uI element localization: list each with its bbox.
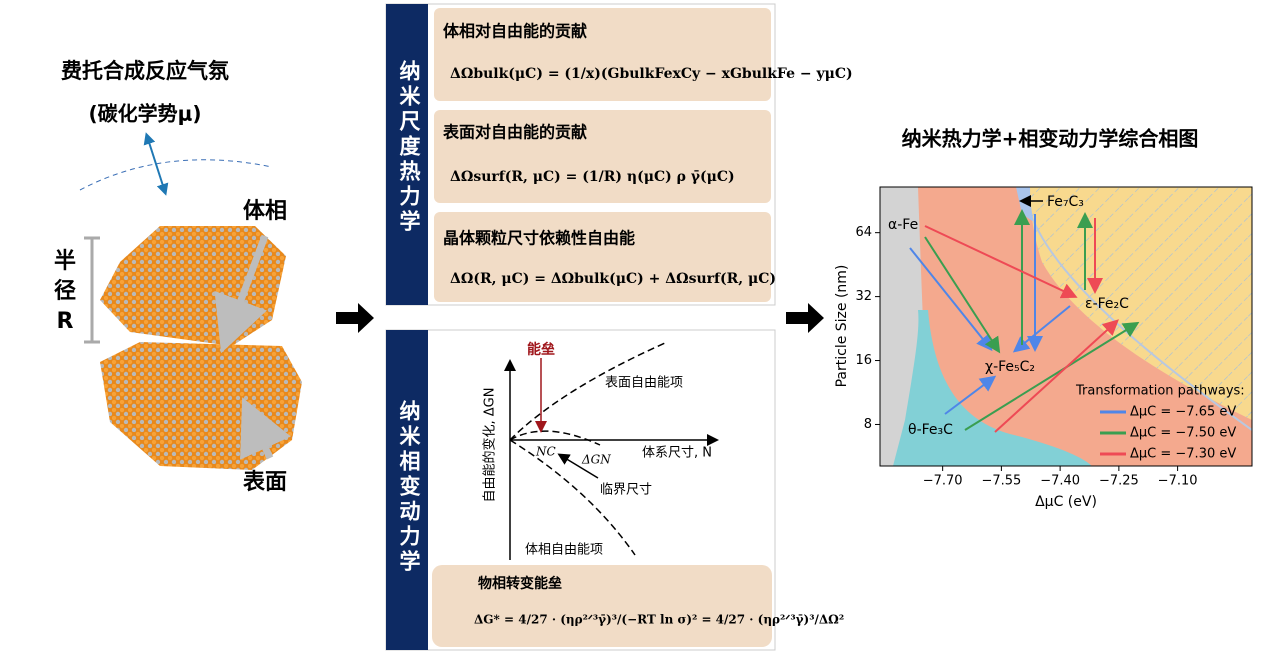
box-heading: 物相转变能垒 [478,575,562,592]
phase-label: θ-Fe₃C [908,422,953,438]
side-bar [386,330,428,650]
label: 表面自由能项 [605,376,683,391]
pathway-arrow [924,225,1078,299]
x-axis-label: ΔμC (eV) [1035,494,1097,510]
chart-title: 纳米热力学+相变动力学综合相图 [902,127,1199,151]
bulk-pointer [214,234,269,354]
label: 体系尺寸, N [642,446,712,461]
legend-title: Transformation pathways: [1075,384,1245,399]
label: 能垒 [527,341,555,358]
pathway-arrow [909,247,993,352]
radius-bracket [84,236,100,344]
atmosphere-arc [79,159,273,191]
formula-box [434,212,771,302]
side-label: 纳米相变动力学 [397,400,421,575]
pathway-arrow [944,375,997,415]
plot-frame [879,186,1253,467]
label: 体相自由能项 [525,543,603,558]
label: 临界尺寸 [600,483,652,498]
pathway-arrow [994,319,1119,433]
phase-label: ε-Fe₂C [1085,296,1129,312]
bulk-curve [509,439,636,556]
x-tick-label: −7.70 [923,474,963,489]
x-tick-label: −7.25 [1099,474,1139,489]
x-tick-label: −7.40 [1040,474,1080,489]
phase-label: χ-Fe₅C₂ [985,359,1035,375]
surface-pointer [240,397,291,460]
surface-curve [509,342,666,441]
side-bar [386,4,428,305]
particle-bottom [100,342,302,470]
phase-region [893,310,1092,466]
flow-arrow [786,303,824,333]
side-label: 纳米尺度热力学 [397,60,421,235]
surface-label: 表面 [243,470,287,495]
y-tick-label: 32 [855,289,872,304]
label: ΔGN [581,453,611,467]
label: 自由能的变化, ΔGN [482,388,498,503]
y-tick-label: 64 [855,225,872,240]
pathway-arrow [964,321,1140,431]
formula-box [434,110,771,203]
legend-label: ΔμC = −7.30 eV [1130,447,1236,462]
radius-label: R [57,309,74,334]
radius-label: 径 [54,278,76,304]
y-tick-label: 16 [855,353,872,368]
particle-top [100,226,286,346]
formula: ΔΩbulk(μC) = (1/x)(GbulkFexCy − xGbulkFe… [450,66,853,82]
formula-box [434,8,771,101]
formula: ΔΩ(R, μC) = ΔΩbulk(μC) + ΔΩsurf(R, μC) [450,271,776,287]
x-tick-label: −7.10 [1158,474,1198,489]
dg-curve [509,430,601,446]
critical-arrow [557,453,599,479]
phase-label: α-Fe [888,217,918,233]
phase-label: Fe₇C₃ [1047,194,1084,210]
phase-boundary [1033,221,1252,431]
flow-arrow [336,303,374,333]
box-heading: 晶体颗粒尺寸依赖性自由能 [443,229,635,248]
exchange-arrow [143,132,169,196]
left-title: 费托合成反应气氛 [61,59,229,83]
y-tick-label: 8 [864,417,872,432]
pathway-arrow [924,236,1001,354]
legend-label: ΔμC = −7.50 eV [1130,426,1236,441]
pathway-arrow [1012,305,1071,353]
legend-label: ΔμC = −7.65 eV [1130,405,1236,420]
regions [880,187,1252,466]
x-tick-label: −7.55 [981,474,1021,489]
box-heading: 表面对自由能的贡献 [442,123,587,142]
box-heading: 体相对自由能的贡献 [443,22,587,41]
formula: ΔΩsurf(R, μC) = (1/R) η(μC) ρ γ̄(μC) [450,169,735,185]
y-axis-label: Particle Size (nm) [834,265,850,388]
label: NC [535,445,556,459]
bulk-label: 体相 [243,199,287,224]
radius-label: 半 [54,249,76,274]
left-subtitle: (碳化学势μ) [89,102,202,126]
formula-box [432,565,772,647]
formula: ΔG* = 4/27 · (ηρ²ᐟ³γ̄)³/(−RT ln σ)² = 4/… [474,613,844,627]
